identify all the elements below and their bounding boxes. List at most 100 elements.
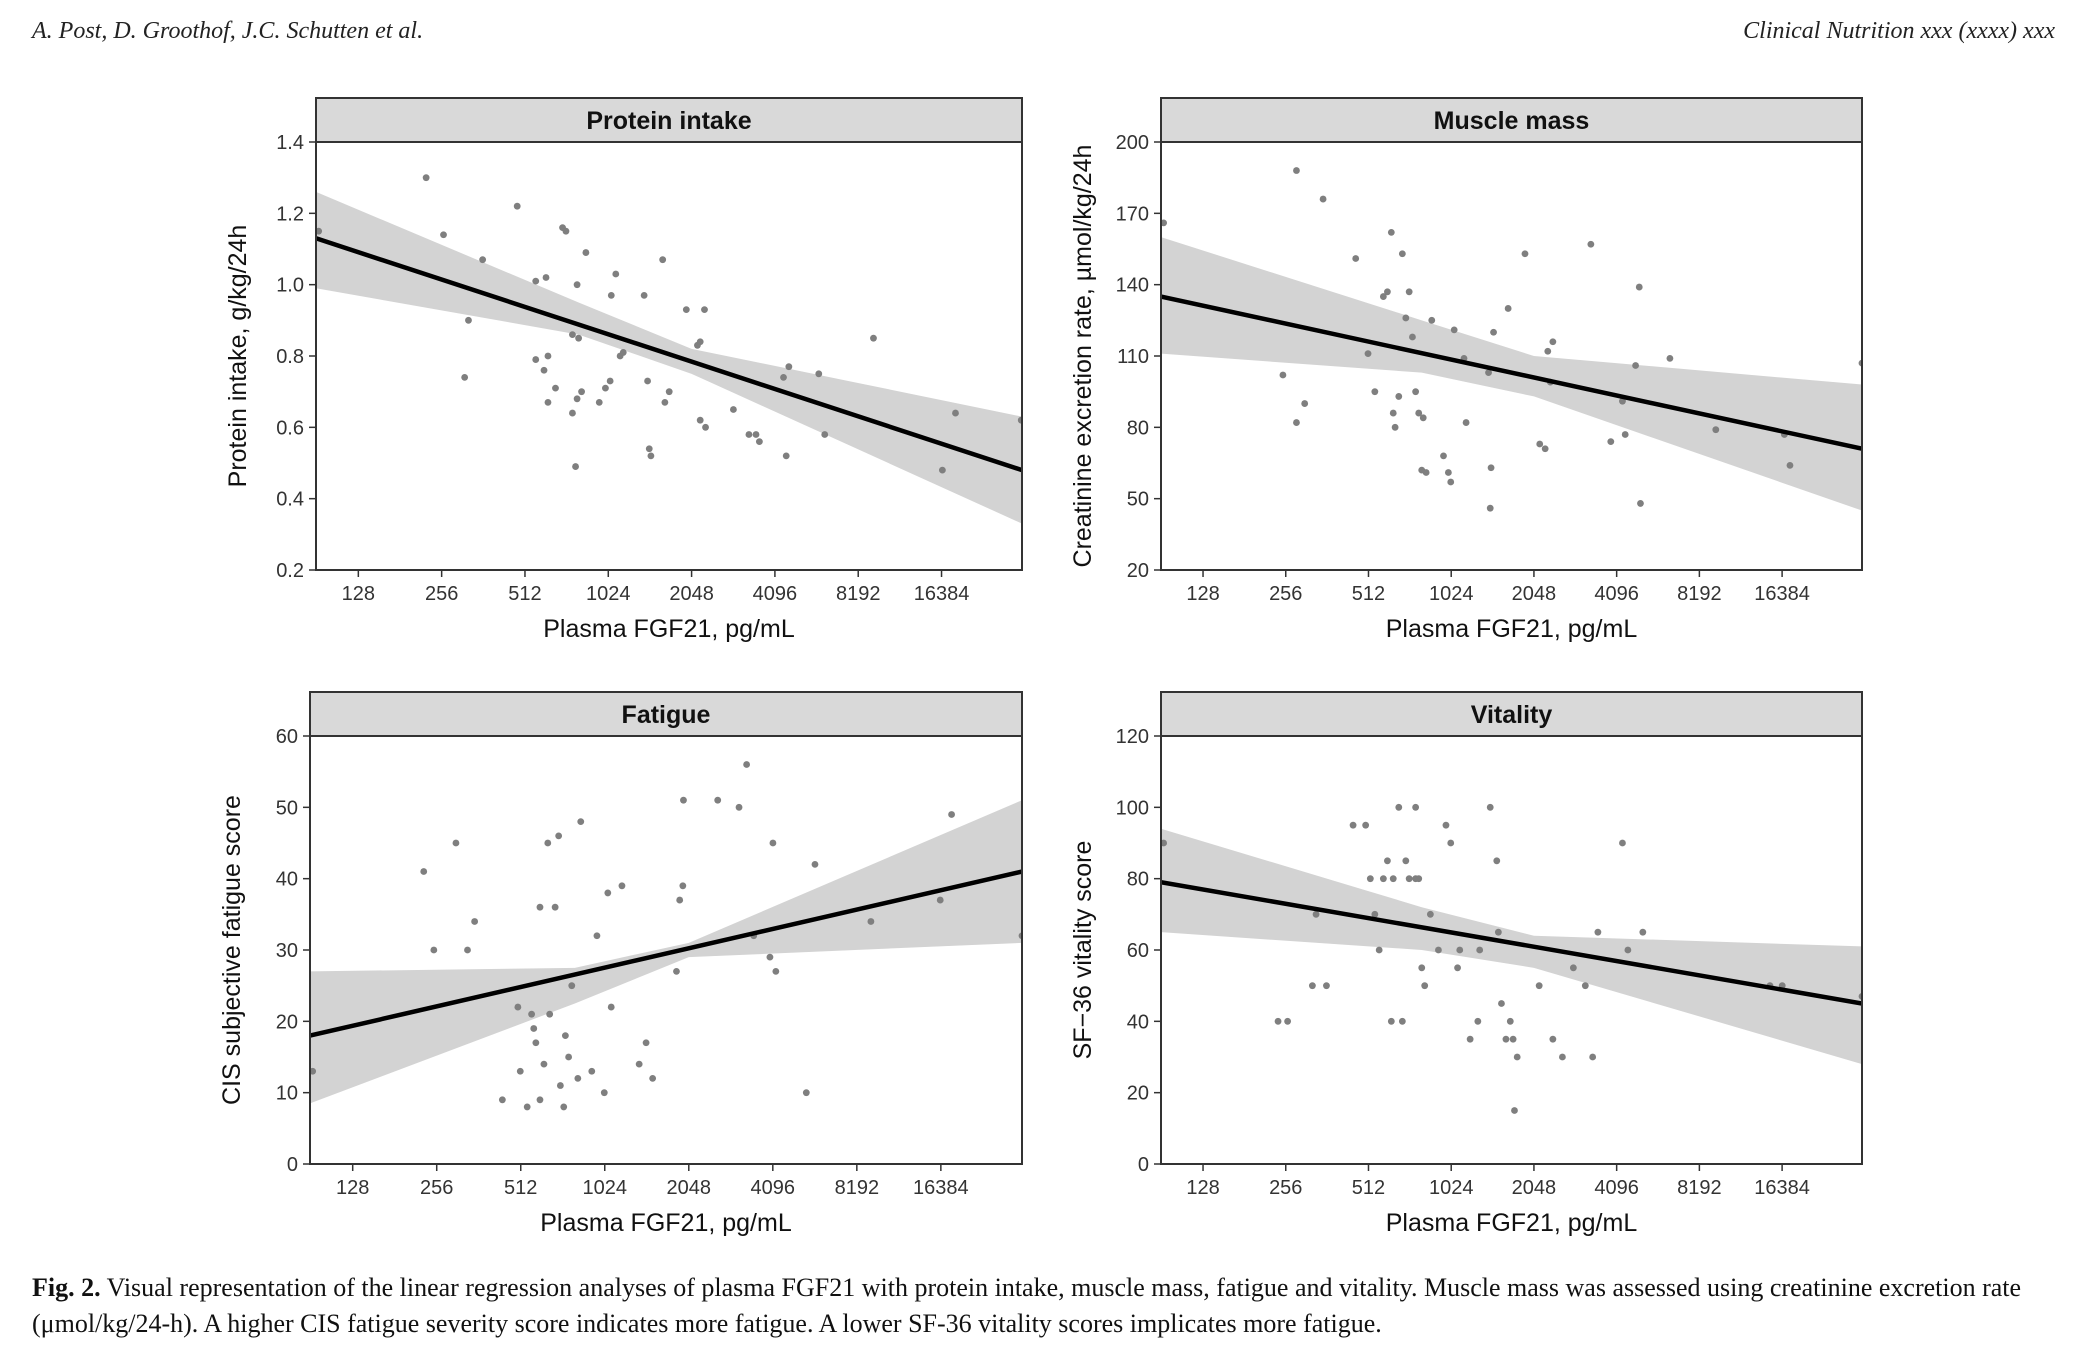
data-point (530, 1025, 538, 1032)
data-point (479, 256, 487, 264)
data-point (1581, 982, 1589, 990)
data-point (1502, 1035, 1510, 1043)
data-point (575, 334, 583, 342)
data-point (574, 1075, 582, 1082)
data-point (952, 409, 959, 417)
data-point (619, 349, 627, 356)
data-point (540, 1060, 548, 1068)
panel-title-strip (309, 691, 1023, 737)
x-tick-label: 256 (425, 583, 458, 605)
data-point (1379, 293, 1387, 300)
data-point (551, 903, 559, 911)
data-point (870, 334, 877, 342)
panel-title: Muscle mass (1434, 107, 1590, 135)
x-axis-label: Plasma FGF21, pg/mL (540, 1209, 792, 1237)
data-point (464, 946, 471, 954)
data-point (461, 374, 469, 381)
panel-vitality: Vitality 128 256 512 1024 2048 4096 8192 16384 0 2… (1069, 691, 1863, 1237)
plot-area (1161, 167, 1862, 512)
data-point (1415, 409, 1423, 417)
figure-label: Fig. 2. (32, 1273, 101, 1302)
data-point (1486, 504, 1494, 512)
x-tick-label: 16384 (914, 583, 970, 605)
regression-line (1161, 880, 1862, 1006)
data-point (867, 918, 875, 925)
data-point (1511, 1107, 1518, 1114)
y-axis-label: Creatinine excretion rate, µmol/kg/24h (1069, 145, 1097, 568)
data-point (1435, 946, 1442, 954)
data-point (1587, 240, 1595, 248)
y-tick-label: 0 (287, 1154, 298, 1176)
data-point (1637, 500, 1644, 507)
data-point (542, 274, 550, 281)
data-point (1535, 982, 1543, 990)
data-point (785, 363, 793, 371)
data-point (1786, 461, 1794, 469)
data-point (772, 968, 780, 975)
x-tick-label: 8192 (836, 583, 881, 605)
regression-line (316, 236, 1022, 473)
x-tick-label: 1024 (1429, 583, 1474, 605)
data-point (1447, 839, 1455, 847)
data-point (523, 1103, 531, 1111)
y-tick-label: 0.8 (276, 346, 304, 368)
y-tick-label: 140 (1116, 275, 1149, 297)
data-point (532, 356, 540, 363)
author-line: A. Post, D. Groothof, J.C. Schutten et a… (32, 18, 424, 44)
data-point (1607, 438, 1615, 445)
y-tick-label: 40 (1127, 1011, 1149, 1033)
x-tick-label: 16384 (1754, 583, 1810, 605)
data-point (1712, 426, 1720, 434)
data-point (649, 1075, 657, 1082)
data-point (532, 1039, 540, 1047)
data-point (452, 839, 460, 847)
data-point (310, 1067, 317, 1075)
data-point (588, 1067, 596, 1075)
data-point (1387, 1017, 1395, 1025)
data-point (565, 1053, 573, 1061)
data-point (644, 377, 651, 385)
data-point (1498, 1000, 1505, 1007)
data-point (578, 388, 585, 396)
y-axis-label: CIS subjective fatigue score (218, 795, 246, 1105)
data-point (569, 409, 576, 417)
data-point (780, 374, 787, 381)
data-point (569, 331, 576, 338)
x-axis-label: Plasma FGF21, pg/mL (543, 615, 795, 643)
data-point (782, 452, 790, 460)
y-tick-label: 1.4 (276, 132, 304, 154)
data-point (696, 416, 704, 424)
y-tick-label: 80 (1127, 417, 1149, 439)
data-point (714, 796, 722, 804)
data-point (1456, 946, 1464, 954)
y-tick-label: 120 (1116, 726, 1149, 748)
data-point (544, 352, 552, 360)
data-point (1619, 839, 1626, 847)
data-point (1450, 326, 1458, 334)
x-tick-label: 8192 (1677, 583, 1722, 605)
panel-protein-intake: Protein intake 128 256 512 1024 2048 4096 8192 1… (224, 97, 1023, 643)
data-point (665, 388, 673, 396)
y-tick-label: 0.4 (276, 489, 304, 511)
y-tick-label: 40 (276, 869, 298, 891)
data-point (1639, 928, 1647, 936)
data-point (766, 953, 774, 961)
data-point (606, 377, 614, 385)
data-point (536, 903, 544, 911)
data-point (1398, 250, 1406, 258)
data-point (1319, 195, 1327, 203)
data-point (1559, 1053, 1566, 1061)
data-point (1487, 464, 1495, 472)
data-point (612, 270, 620, 278)
data-point (811, 861, 819, 868)
data-point (661, 398, 669, 406)
data-point (642, 1039, 650, 1047)
data-point (544, 839, 552, 847)
panel-fatigue: Fatigue 128 256 512 1024 2048 4096 8192 16384 0 10… (218, 691, 1023, 1237)
data-point (1594, 928, 1602, 936)
panel-title: Vitality (1471, 701, 1553, 729)
y-tick-label: 50 (1127, 489, 1149, 511)
data-point (540, 366, 548, 374)
data-point (1301, 400, 1309, 407)
data-point (676, 896, 684, 904)
